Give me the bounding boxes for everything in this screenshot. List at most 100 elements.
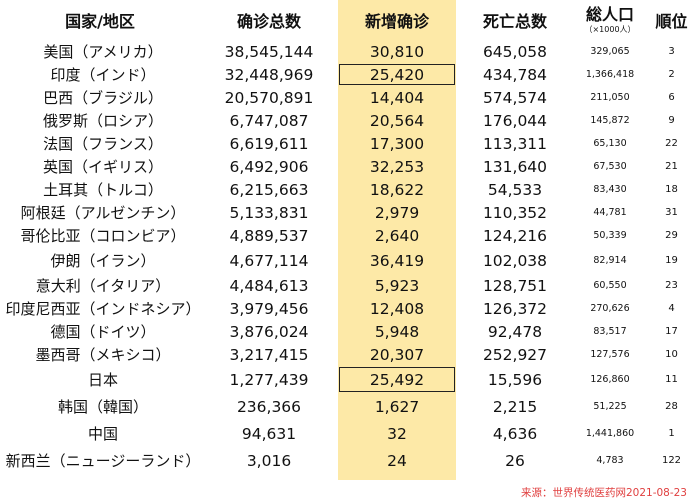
population: 65,130	[593, 138, 627, 149]
table-row: 阿根廷（アルゼンチン） 5,133,831 2,979 110,352 44,781 31	[0, 201, 697, 224]
population-rank: 3	[668, 46, 675, 57]
total-cases: 4,889,537	[229, 226, 309, 245]
total-deaths: 4,636	[492, 424, 538, 443]
total-deaths: 128,751	[482, 276, 548, 295]
population: 67,530	[593, 161, 627, 172]
country-name: 俄罗斯（ロシア）	[42, 112, 163, 130]
new-cases: 36,419	[369, 251, 425, 270]
population: 44,781	[593, 207, 627, 218]
population-rank: 10	[665, 349, 678, 360]
population-rank: 29	[665, 230, 678, 241]
total-cases: 4,484,613	[229, 276, 309, 295]
new-cases: 32,253	[369, 157, 425, 176]
header-new-cases: 新增确诊	[364, 12, 429, 31]
country-name: 中国	[87, 425, 118, 443]
total-deaths: 26	[505, 451, 525, 470]
total-deaths: 645,058	[482, 42, 548, 61]
table-row: 墨西哥（メキシコ） 3,217,415 20,307 252,927 127,576 10	[0, 343, 697, 366]
population-rank: 31	[665, 207, 678, 218]
population: 50,339	[593, 230, 627, 241]
total-cases: 6,215,663	[229, 180, 309, 199]
total-deaths: 574,574	[482, 88, 548, 107]
total-deaths: 92,478	[487, 322, 543, 341]
total-cases: 32,448,969	[224, 65, 314, 84]
total-cases: 6,747,087	[229, 111, 309, 130]
country-name: 英国（イギリス）	[42, 158, 163, 176]
population: 4,783	[596, 455, 624, 466]
population: 1,441,860	[585, 428, 635, 439]
population-rank: 9	[668, 115, 675, 126]
new-cases: 2,979	[374, 203, 420, 222]
total-deaths: 54,533	[487, 180, 543, 199]
total-deaths: 252,927	[482, 345, 548, 364]
header-population: 総人口 （×1000人）	[574, 0, 646, 40]
population-rank: 2	[668, 69, 675, 80]
source-note: 来源：世界传统医药网2021-08-23	[520, 487, 687, 499]
total-cases: 94,631	[241, 424, 297, 443]
table-row: 日本 1,277,439 25,492 15,596 126,860 11	[0, 366, 697, 393]
population-rank: 1	[668, 428, 675, 439]
table-row: 巴西（ブラジル） 20,570,891 14,404 574,574 211,050 6	[0, 86, 697, 109]
new-cases: 30,810	[369, 42, 425, 61]
country-name: 哥伦比亚（コロンビア）	[20, 227, 186, 245]
new-cases: 17,300	[369, 134, 425, 153]
total-cases: 4,677,114	[229, 251, 309, 270]
new-cases: 25,492	[338, 366, 456, 393]
population-rank: 28	[665, 401, 678, 412]
country-name: 巴西（ブラジル）	[43, 89, 163, 107]
total-deaths: 176,044	[482, 111, 548, 130]
new-cases: 20,564	[369, 111, 425, 130]
total-cases: 6,492,906	[229, 157, 309, 176]
table-row: 俄罗斯（ロシア） 6,747,087 20,564 176,044 145,872 9	[0, 109, 697, 132]
country-name: 新西兰（ニュージーランド）	[5, 452, 201, 470]
country-name: 意大利（イタリア）	[35, 277, 171, 295]
header-rank: 順位	[655, 12, 688, 31]
population-rank: 17	[665, 326, 678, 337]
total-cases: 1,277,439	[229, 370, 309, 389]
data-table: 美国（アメリカ） 38,545,144 30,810 645,058 329,065 3 印…	[0, 40, 697, 474]
table-row: 德国（ドイツ） 3,876,024 5,948 92,478 83,517 17	[0, 320, 697, 343]
country-name: 印度尼西亚（インドネシア）	[5, 300, 201, 318]
total-deaths: 126,372	[482, 299, 548, 318]
population: 270,626	[590, 303, 630, 314]
new-cases-column-bg	[338, 40, 456, 480]
population-rank: 4	[668, 303, 675, 314]
total-deaths: 15,596	[487, 370, 543, 389]
total-cases: 3,217,415	[229, 345, 309, 364]
header-cases: 确诊总数	[236, 12, 301, 31]
population: 329,065	[590, 46, 630, 57]
total-deaths: 102,038	[482, 251, 548, 270]
country-name: 韩国（韓国）	[57, 398, 148, 416]
new-cases-header-bg	[338, 0, 456, 40]
table-row: 美国（アメリカ） 38,545,144 30,810 645,058 329,065 3	[0, 40, 697, 63]
country-name: 印度（インド）	[50, 66, 156, 84]
country-name: 德国（ドイツ）	[50, 323, 156, 341]
population-rank: 21	[665, 161, 678, 172]
total-deaths: 131,640	[482, 157, 548, 176]
population: 51,225	[593, 401, 627, 412]
table-row: 法国（フランス） 6,619,611 17,300 113,311 65,130 22	[0, 132, 697, 155]
header-deaths: 死亡总数	[482, 12, 547, 31]
new-cases: 25,420	[338, 63, 456, 86]
population-rank: 18	[665, 184, 678, 195]
total-cases: 38,545,144	[224, 42, 314, 61]
table-row: 英国（イギリス） 6,492,906 32,253 131,640 67,530 21	[0, 155, 697, 178]
population-rank: 19	[665, 255, 678, 266]
total-deaths: 110,352	[482, 203, 548, 222]
total-cases: 5,133,831	[229, 203, 309, 222]
table-row: 土耳其（トルコ） 6,215,663 18,622 54,533 83,430 18	[0, 178, 697, 201]
new-cases: 14,404	[369, 88, 425, 107]
population-rank: 122	[661, 455, 682, 466]
total-cases: 236,366	[236, 397, 302, 416]
new-cases: 2,640	[374, 226, 420, 245]
country-name: 美国（アメリカ）	[43, 43, 163, 61]
new-cases: 1,627	[374, 397, 420, 416]
header-population-unit: （×1000人）	[584, 24, 636, 34]
header-country: 国家/地区	[65, 12, 135, 31]
new-cases: 5,948	[374, 322, 420, 341]
total-deaths: 113,311	[482, 134, 548, 153]
population-rank: 11	[665, 374, 678, 385]
table-row: 哥伦比亚（コロンビア） 4,889,537 2,640 124,216 50,339 29	[0, 224, 697, 247]
population-rank: 22	[665, 138, 678, 149]
country-name: 法国（フランス）	[43, 135, 163, 153]
